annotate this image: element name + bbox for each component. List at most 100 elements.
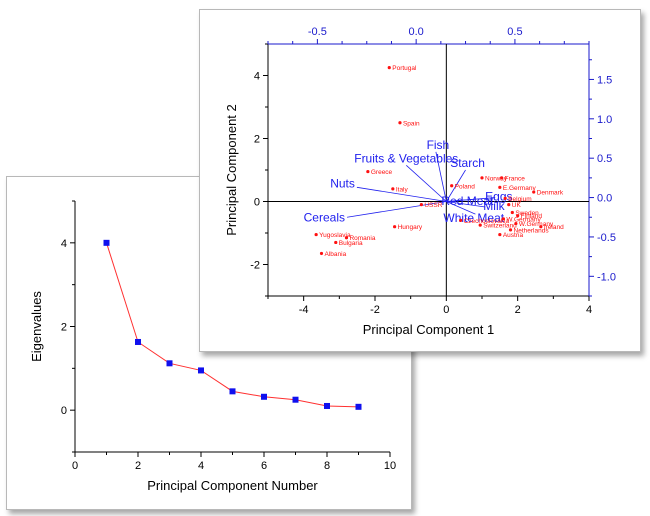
country-label: Greece — [371, 169, 393, 176]
x-tick-label: 0 — [72, 460, 78, 472]
country-label: Yugoslavia — [319, 232, 351, 239]
country-label: Ireland — [544, 224, 564, 231]
eigenvalue-marker — [324, 402, 330, 409]
loading-vector — [356, 186, 447, 202]
country-label: Poland — [455, 183, 476, 190]
country-label: Spain — [403, 120, 420, 127]
right-tick-label: 1.0 — [597, 114, 612, 126]
country-point — [398, 121, 402, 125]
eigenvalue-marker — [103, 239, 110, 246]
country-point — [514, 221, 518, 226]
eigenvalue-marker — [229, 388, 236, 395]
bottom-tick-label: 0 — [443, 304, 449, 316]
right-tick-label: 1.5 — [597, 74, 612, 86]
country-label: France — [505, 175, 526, 182]
country-label: Italy — [396, 186, 409, 193]
biplot-panel: -4 -2 0 2 4 -2 0 2 4 -0.5 0.0 0.5 -1.0 -0.5 0.0 0.5 1.0 1… — [199, 9, 641, 352]
country-point — [507, 203, 511, 207]
loading-vector — [446, 201, 486, 208]
country-label: W.Germany — [506, 216, 541, 223]
x-tick-label: 2 — [135, 460, 141, 472]
eigenvalue-marker — [292, 396, 299, 403]
loading-vector-label: Starch — [450, 156, 485, 170]
eigenvalue-marker — [166, 360, 173, 367]
loading-vector-label: Red Meat — [441, 194, 494, 208]
loading-vector — [445, 169, 466, 202]
bottom-tick-label: 4 — [586, 304, 592, 316]
loading-vector — [346, 201, 447, 218]
country-point — [419, 203, 423, 207]
country-point — [391, 187, 395, 191]
bottom-tick-label: 2 — [515, 304, 521, 316]
country-point — [532, 190, 536, 194]
right-tick-label: 0.0 — [597, 193, 612, 205]
y-axis-title: Principal Component 2 — [224, 104, 239, 236]
left-tick-label: -2 — [250, 260, 260, 272]
x-tick-label: 4 — [198, 460, 204, 472]
country-point — [319, 251, 324, 256]
left-tick-label: 0 — [254, 197, 260, 209]
country-point — [314, 232, 318, 237]
loading-vector — [446, 201, 476, 215]
country-point — [480, 176, 484, 180]
loading-vector-label: Eggs — [485, 190, 512, 204]
country-label: Netherlands — [514, 227, 550, 234]
country-point — [344, 236, 349, 240]
country-label: Czechoslovakia — [464, 218, 510, 225]
x-tick-label: 6 — [261, 460, 267, 472]
eigenvalue-marker — [198, 367, 204, 374]
country-point — [501, 217, 505, 221]
country-point — [498, 232, 502, 237]
eigenvalue-marker — [135, 338, 141, 345]
loading-vector — [435, 151, 447, 202]
country-label: Sweden — [515, 210, 539, 217]
country-point — [387, 66, 391, 70]
country-label: Hungary — [398, 224, 423, 231]
top-tick-label: 0.0 — [409, 26, 424, 38]
left-tick-label: 4 — [254, 71, 260, 83]
loading-vector-label: Nuts — [330, 176, 355, 190]
country-label: USSR — [424, 202, 442, 209]
right-tick-label: 0.5 — [597, 153, 612, 165]
country-label: W.Germany — [519, 221, 554, 228]
bottom-tick-label: -4 — [299, 304, 309, 316]
loading-vector — [446, 198, 476, 202]
country-label: Bulgaria — [339, 240, 363, 247]
country-label: Austria — [503, 232, 524, 239]
country-label: Finland — [521, 213, 543, 220]
bottom-tick-label: -2 — [370, 304, 380, 316]
loading-vector — [406, 164, 447, 202]
y-tick-label: 4 — [61, 238, 67, 250]
top-tick-label: 0.5 — [507, 26, 522, 38]
country-label: Switzerland — [483, 223, 517, 230]
country-label: Norway — [485, 175, 508, 182]
country-label: UK — [512, 202, 522, 209]
country-label: Belgium — [508, 196, 531, 203]
country-label: Romania — [349, 235, 375, 242]
country-label: Albania — [325, 251, 347, 258]
x-axis-title: Principal Component Number — [147, 478, 318, 493]
country-point — [498, 185, 502, 189]
eigenvalue-marker — [261, 393, 267, 400]
x-tick-label: 10 — [384, 460, 396, 472]
country-point — [503, 196, 507, 200]
country-point — [366, 169, 370, 174]
country-point — [500, 176, 504, 180]
right-tick-label: -1.0 — [597, 271, 616, 283]
country-label: Portugal — [392, 65, 417, 72]
biplot: -4 -2 0 2 4 -2 0 2 4 -0.5 0.0 0.5 -1.0 -0.5 0.0 0.5 1.0 1… — [224, 26, 616, 337]
loading-vector-label: Cereals — [304, 210, 345, 224]
top-tick-label: -0.5 — [308, 26, 327, 38]
country-label: E.Germany — [503, 185, 537, 192]
y-tick-label: 2 — [61, 322, 67, 334]
left-tick-label: 2 — [254, 134, 260, 146]
loading-vector-label: White Meat — [443, 211, 504, 225]
country-point — [393, 225, 397, 229]
y-axis-title: Eigenvalues — [29, 291, 44, 362]
eigenvalue-marker — [355, 403, 362, 410]
loading-vector-label: Fruits & Vegetables — [354, 151, 458, 165]
country-point — [450, 184, 454, 188]
country-point — [459, 218, 463, 222]
country-point — [478, 223, 482, 227]
country-point — [508, 228, 513, 232]
